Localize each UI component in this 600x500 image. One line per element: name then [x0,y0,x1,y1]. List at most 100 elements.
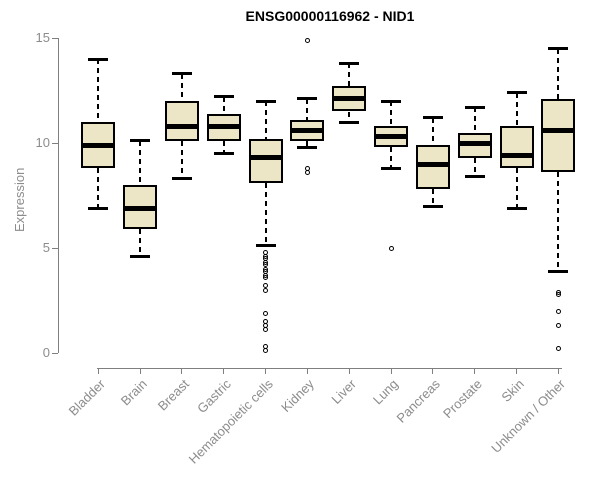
median-line [250,155,281,161]
outlier-point [388,245,394,251]
outlier-point [263,348,269,354]
whisker-cap-low [88,206,109,210]
whisker-cap-low [422,204,443,208]
whisker-lower [264,182,267,246]
whisker-cap-low [255,244,276,248]
median-line [208,123,239,129]
whisker-cap-high [213,95,234,99]
y-tick-mark [52,352,58,354]
whisker-upper [390,101,393,127]
outlier-point [304,37,310,43]
whisker-cap-low [381,166,402,170]
whisker-lower [180,140,183,179]
whisker-cap-low [464,175,485,179]
whisker-upper [264,101,267,139]
outlier-point [263,287,269,293]
x-tick-mark [516,368,518,374]
whisker-cap-low [130,254,151,258]
chart-title: ENSG00000116962 - NID1 [245,8,415,24]
y-tick-mark [52,247,58,249]
whisker-upper [473,107,476,133]
median-line [166,123,197,129]
box [248,138,283,183]
whisker-lower [390,147,393,169]
whisker-upper [515,92,518,127]
outlier-point [263,310,269,316]
whisker-upper [97,59,100,122]
x-tick-mark [474,368,476,374]
box [164,101,199,141]
whisker-cap-low [171,177,192,181]
outlier-point [304,169,310,175]
whisker-upper [431,117,434,146]
whisker-cap-high [339,61,360,65]
median-line [83,142,114,148]
x-tick-mark [265,368,267,374]
median-line [125,205,156,211]
whisker-lower [473,157,476,177]
whisker-cap-high [464,105,485,109]
x-tick-mark [432,368,434,374]
median-line [417,161,448,167]
x-tick-mark [348,368,350,374]
whisker-cap-low [213,152,234,155]
outlier-point [555,346,561,352]
whisker-upper [306,98,309,120]
whisker-lower [306,140,309,148]
median-line [543,127,574,133]
whisker-cap-high [506,91,527,95]
y-tick-label: 5 [42,240,50,255]
whisker-lower [348,111,351,122]
whisker-lower [222,140,225,154]
outlier-point [263,274,269,280]
whisker-cap-high [548,47,569,50]
whisker-upper [139,140,142,185]
x-tick-mark [181,368,183,374]
whisker-cap-high [88,57,109,61]
whisker-upper [180,73,183,101]
whisker-upper [557,48,560,99]
y-tick-label: 10 [35,135,50,150]
whisker-lower [139,229,142,257]
whisker-cap-high [381,99,402,103]
whisker-cap-high [171,72,192,76]
x-tick-mark [557,368,559,374]
x-axis-label: Unknown / Other [488,376,569,456]
whisker-cap-low [339,120,360,124]
y-tick-mark [52,142,58,144]
box [541,98,576,173]
y-tick-label: 0 [42,345,50,360]
outlier-point [555,323,561,329]
x-tick-mark [306,368,308,374]
outlier-point [263,327,269,333]
y-tick-mark [52,37,58,39]
whisker-lower [431,189,434,206]
x-axis-line [97,368,563,369]
median-line [334,96,365,102]
whisker-cap-high [255,99,276,103]
median-line [459,140,490,146]
x-tick-mark [97,368,99,374]
x-tick-mark [223,368,225,374]
median-line [292,127,323,133]
whisker-lower [97,168,100,209]
median-line [376,134,407,140]
whisker-cap-low [548,269,569,273]
outlier-point [555,308,561,314]
whisker-cap-low [506,206,527,210]
whisker-cap-low [297,145,318,149]
outlier-point [555,291,561,297]
whisker-lower [515,168,518,209]
box [499,126,534,169]
whisker-cap-high [422,116,443,120]
whisker-upper [222,96,225,114]
y-tick-label: 15 [35,30,50,45]
whisker-cap-high [297,97,318,101]
whisker-upper [348,63,351,87]
box [415,145,450,190]
y-axis-line [58,38,59,353]
x-tick-mark [139,368,141,374]
whisker-cap-high [130,139,151,143]
